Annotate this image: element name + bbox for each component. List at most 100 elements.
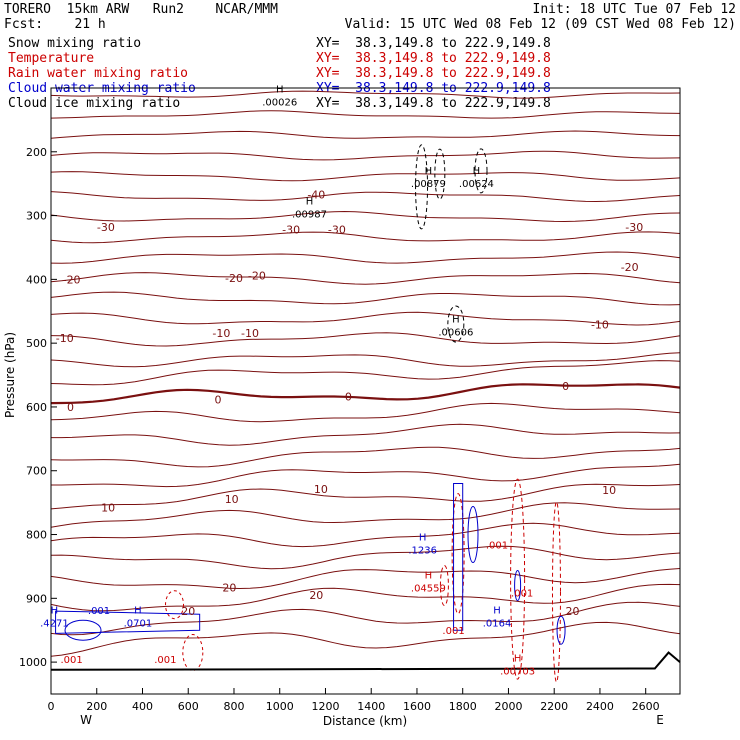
rain-contour [551,501,561,683]
isotherm [50,130,681,139]
y-axis-title: Pressure (hPa) [3,332,17,418]
field-label-rain: Rain water mixing ratio [8,66,189,81]
extremum-value: .1236 [408,546,437,557]
extremum-value: .00987 [292,210,327,221]
temperature-label: 20 [565,605,579,618]
isotherm [50,251,681,264]
isotherm [50,568,681,590]
extremum-value: .00606 [438,328,473,339]
x-tick-label: 2200 [540,700,568,713]
isotherm [50,110,681,119]
extremum-value: .4271 [40,618,69,629]
isotherm [50,90,681,99]
extremum-marker: H [473,166,481,177]
isotherm [50,150,681,161]
extremum-value: .04559 [411,583,446,594]
isotherm [50,621,681,657]
xy-temperature: XY= 38.3,149.8 to 222.9,149.8 [316,51,551,66]
temperature-label: 10 [225,493,239,506]
temperature-label: -10 [591,319,609,332]
x-axis-title: Distance (km) [323,714,407,728]
contour-value-label: .001 [60,655,82,666]
isotherm [50,191,681,203]
isotherm [50,311,681,326]
cloud-water-contour [55,610,201,634]
contour-value-label: .001 [88,606,110,617]
temperature-label: 10 [314,483,328,496]
ice-contour [447,305,465,343]
cloud-water-contour [64,619,102,641]
isotherm [50,583,681,612]
extremum-marker: H [425,166,433,177]
isotherm [50,522,681,548]
isotherm [50,360,681,386]
y-tick-label: 400 [26,273,47,286]
temperature-label: 20 [222,581,236,594]
extremum-marker: H [419,533,427,544]
isotherm [50,545,681,570]
contour-value-label: .001 [511,589,533,600]
y-tick-label: 900 [26,592,47,605]
xy-rain: XY= 38.3,149.8 to 222.9,149.8 [316,66,551,81]
contour-value-label: .001 [442,626,464,637]
y-tick-label: 500 [26,337,47,350]
x-tick-label: 1200 [311,700,339,713]
cloud-water-contour [453,482,464,631]
valid-time: Valid: 15 UTC Wed 08 Feb 12 (09 CST Wed … [344,17,736,32]
isotherm [50,272,681,285]
field-label-temperature: Temperature [8,51,95,66]
forecast-hour: Fcst: 21 h [4,17,106,32]
terrain-profile [50,651,681,671]
temperature-label: 0 [214,393,221,406]
temperature-label: -30 [97,221,115,234]
extremum-value: .0164 [483,618,512,629]
extremum-value: .00703 [500,666,535,677]
extremum-marker: H [514,653,522,664]
x-tick-label: 2000 [494,700,522,713]
temperature-label: -10 [56,332,74,345]
snow-contour [434,148,446,200]
contour-value-label: .001 [486,541,508,552]
temperature-label: -20 [248,270,266,283]
snow-contour [474,148,488,194]
temperature-label: -30 [282,224,300,237]
temperature-label: 20 [181,605,195,618]
cloud-water-contour [556,615,566,645]
y-tick-label: 300 [26,210,47,223]
y-tick-label: 700 [26,465,47,478]
x-axis-ticks: 0 200 400 600 800 1000 1200 1400 1600 1800 2000 220… [48,688,660,713]
temperature-label: -40 [307,189,325,202]
x-tick-label: 2600 [632,700,660,713]
plot-frame [50,87,681,695]
field-label-snow: Snow mixing ratio [8,36,142,51]
extremum-marker: H [493,605,501,616]
extremum-marker: H [306,197,314,208]
init-time: Init: 18 UTC Tue 07 Feb 12 [532,2,737,17]
x-tick-label: 800 [223,700,244,713]
contour-value-labels: .001 .001 .001 .001 .001 .001 [60,541,533,666]
field-label-cloud-ice: Cloud ice mixing ratio [8,96,181,111]
temperature-label: 20 [309,589,323,602]
temperature-contours [50,90,681,657]
extremum-marker: H [425,570,433,581]
isotherm [50,352,681,368]
temperature-label: 0 [562,380,569,393]
cloud-water-contour [467,506,479,564]
rain-contour [510,478,526,680]
extremum-value: .00624 [459,179,494,190]
rain-contour [165,590,185,620]
extremum-marker: H [134,605,142,616]
x-tick-label: 600 [178,700,199,713]
extremum-marker: H [51,605,59,616]
extremum-value: .00026 [262,97,297,108]
x-tick-label: 2400 [586,700,614,713]
rain-contour [439,565,449,607]
east-label: E [656,713,664,727]
x-tick-label: 1000 [266,700,294,713]
rain-contour [182,634,204,672]
temperature-label: -20 [225,272,243,285]
isotherm [50,332,681,347]
y-tick-label: 1000 [19,656,47,669]
temperature-label: -20 [63,273,81,286]
